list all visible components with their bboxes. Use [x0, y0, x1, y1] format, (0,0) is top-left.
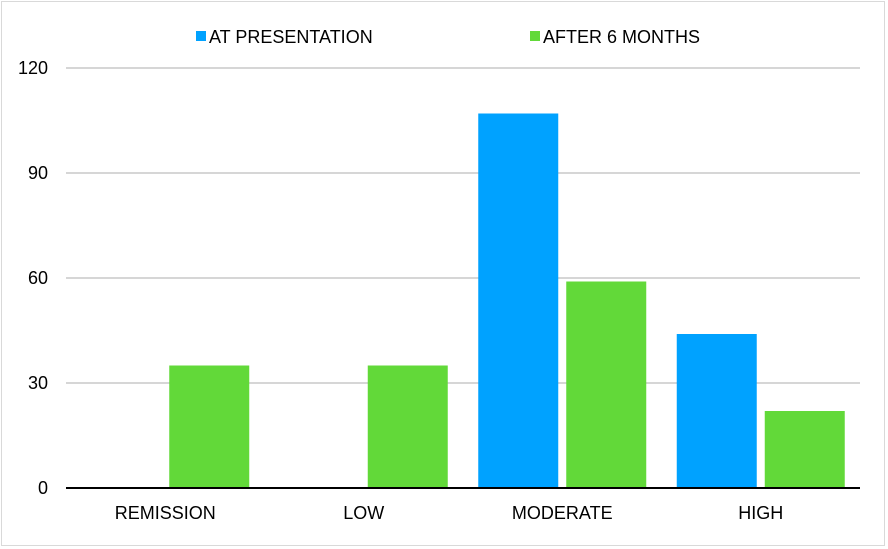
bar-after-6-months-moderate	[566, 281, 647, 488]
y-axis-ticks: 0 30 60 90 120	[18, 58, 48, 498]
bar-after-6-months-high	[764, 411, 845, 488]
x-category-label: REMISSION	[115, 503, 216, 523]
y-tick-label: 0	[38, 478, 48, 498]
y-tick-label: 30	[28, 373, 48, 393]
legend-swatch	[196, 31, 206, 41]
x-axis-labels: REMISSION LOW MODERATE HIGH	[115, 503, 784, 523]
x-category-label: MODERATE	[512, 503, 613, 523]
bar-after-6-months-low	[367, 365, 448, 488]
bar-at-presentation-high	[676, 334, 757, 488]
legend-label: AT PRESENTATION	[209, 27, 373, 47]
y-tick-label: 90	[28, 163, 48, 183]
bars	[169, 113, 845, 488]
x-category-label: HIGH	[738, 503, 783, 523]
legend: AT PRESENTATION AFTER 6 MONTHS	[196, 27, 700, 47]
bar-at-presentation-moderate	[478, 113, 559, 488]
y-tick-label: 60	[28, 268, 48, 288]
bar-after-6-months-remission	[169, 365, 250, 488]
x-category-label: LOW	[343, 503, 384, 523]
legend-swatch	[530, 31, 540, 41]
y-tick-label: 120	[18, 58, 48, 78]
legend-label: AFTER 6 MONTHS	[543, 27, 700, 47]
